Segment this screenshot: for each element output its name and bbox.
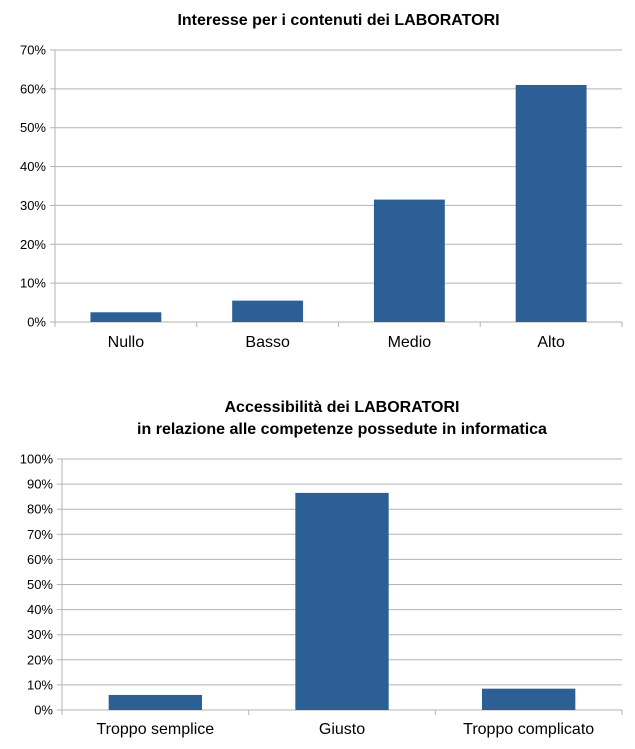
bar-alto <box>515 84 587 322</box>
bar-troppo-complicato <box>482 688 576 710</box>
y-tick-label: 100% <box>20 452 54 467</box>
bar-nullo <box>90 312 162 322</box>
x-category-label: Basso <box>245 334 290 351</box>
x-category-label: Troppo semplice <box>96 721 214 738</box>
bar-giusto <box>295 492 389 710</box>
chart-title: Interesse per i contenuti dei LABORATORI <box>177 12 499 29</box>
y-tick-label: 10% <box>27 677 53 692</box>
y-tick-label: 60% <box>27 552 53 567</box>
y-tick-label: 30% <box>27 627 53 642</box>
chart-2: Accessibilità dei LABORATORI in relazione… <box>20 399 623 738</box>
chart-title: in relazione alle competenze possedute i… <box>137 421 547 438</box>
y-tick-label: 40% <box>27 602 53 617</box>
x-category-label: Alto <box>537 334 565 351</box>
y-tick-label: 20% <box>20 237 46 252</box>
y-tick-label: 50% <box>20 120 46 135</box>
y-tick-label: 30% <box>20 198 46 213</box>
bar-medio <box>373 199 445 322</box>
y-tick-label: 10% <box>20 276 46 291</box>
y-tick-label: 40% <box>20 159 46 174</box>
y-tick-label: 80% <box>27 502 53 517</box>
x-category-label: Medio <box>388 334 432 351</box>
chart-title: Accessibilità dei LABORATORI <box>224 399 459 416</box>
y-tick-label: 60% <box>20 81 46 96</box>
y-tick-label: 90% <box>27 477 53 492</box>
x-category-label: Giusto <box>319 721 365 738</box>
y-tick-label: 0% <box>34 703 53 718</box>
y-tick-label: 70% <box>27 527 53 542</box>
y-tick-label: 70% <box>20 43 46 58</box>
y-tick-label: 0% <box>27 315 46 330</box>
bar-basso <box>232 300 304 322</box>
y-tick-label: 50% <box>27 577 53 592</box>
y-tick-label: 20% <box>27 652 53 667</box>
chart-1: Interesse per i contenuti dei LABORATORI… <box>20 12 623 351</box>
x-category-label: Troppo complicato <box>463 721 594 738</box>
x-category-label: Nullo <box>108 334 145 351</box>
bar-troppo-semplice <box>108 694 202 710</box>
